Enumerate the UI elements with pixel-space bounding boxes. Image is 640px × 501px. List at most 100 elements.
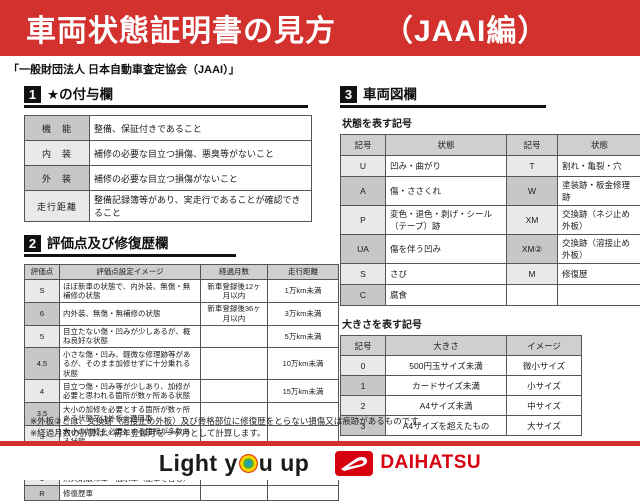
section2-header: 2 評価点及び修復歴欄 — [24, 232, 236, 257]
size-cell: カードサイズ未満 — [386, 376, 507, 396]
state-cell: 傷を伴う凹み — [386, 235, 507, 264]
state-cell: 交換跡（ネジ止め外板） — [558, 206, 640, 235]
desc-cell: 修復歴車 — [60, 486, 201, 501]
column-header: 評価点 — [25, 265, 60, 280]
state-cell: 傷・ささくれ — [386, 177, 507, 206]
state-cell: 変色・退色・剥げ・シール（テープ）跡 — [386, 206, 507, 235]
months-cell — [201, 325, 268, 348]
symbol-cell — [507, 285, 558, 306]
symbol-cell: XM — [507, 206, 558, 235]
table-row: S ほぼ新車の状態で、内外装、無傷・無補修の状態 新車登録後12ヶ月以内 1万k… — [25, 280, 339, 303]
table-row: 2 A4サイズ未満 中サイズ — [341, 396, 582, 416]
criteria-label-cell: 機 能 — [25, 116, 90, 141]
symbols-table-label: 状態を表す記号 — [342, 115, 634, 130]
table-row: UA 傷を伴う凹み XM② 交換跡（溶接止め外板） — [341, 235, 640, 264]
table-row: 走行距離 整備記録簿等があり、実走行であることが確認できること — [25, 191, 312, 222]
table-row: C 腐食 — [341, 285, 640, 306]
section1-number-badge: 1 — [24, 86, 41, 103]
column-header: 記号 — [341, 135, 386, 156]
slogan-text-left: Light y — [159, 450, 238, 477]
symbol-cell: XM② — [507, 235, 558, 264]
symbol-cell: 1 — [341, 376, 386, 396]
months-cell: 新車登録後12ヶ月以内 — [201, 280, 268, 303]
state-cell: 腐食 — [386, 285, 507, 306]
symbol-cell: UA — [341, 235, 386, 264]
criteria-label-cell: 走行距離 — [25, 191, 90, 222]
symbol-cell: T — [507, 156, 558, 177]
distance-cell — [268, 486, 339, 501]
criteria-desc-cell: 補修の必要な目立つ損傷、悪臭等がないこと — [90, 141, 312, 166]
table-row: 6 内外装、無傷・無補修の状態 新車登録後36ヶ月以内 3万km未満 — [25, 302, 339, 325]
criteria-label-cell: 内 装 — [25, 141, 90, 166]
column-header: 評価点設定イメージ — [60, 265, 201, 280]
size-table-label: 大きさを表す記号 — [342, 316, 634, 331]
months-cell: 新車登録後36ヶ月以内 — [201, 302, 268, 325]
distance-cell: 1万km未満 — [268, 280, 339, 303]
star-criteria-table: 機 能 整備、保証付きであること 内 装 補修の必要な目立つ損傷、悪臭等がないこ… — [24, 115, 312, 222]
distance-cell: 3万km未満 — [268, 302, 339, 325]
months-cell — [201, 486, 268, 501]
table-row: U 凹み・曲がり T 割れ・亀裂・穴 — [341, 156, 640, 177]
distance-cell: 15万km未満 — [268, 380, 339, 403]
daihatsu-wordmark: DAIHATSU — [380, 452, 481, 474]
symbol-cell: P — [341, 206, 386, 235]
table-row: R 修復歴車 — [25, 486, 339, 501]
table-row: 内 装 補修の必要な目立つ損傷、悪臭等がないこと — [25, 141, 312, 166]
table-row: 4 目立つ傷・凹み等が少しあり、加修が必要と思われる箇所が数ヶ所ある状態 15万… — [25, 380, 339, 403]
image-cell: 微小サイズ — [507, 356, 582, 376]
table-row: S さび M 修復歴 — [341, 264, 640, 285]
state-cell — [558, 285, 640, 306]
column-header: 記号 — [341, 336, 386, 356]
size-cell: A4サイズ未満 — [386, 396, 507, 416]
column-header: 経過月数 — [201, 265, 268, 280]
months-cell — [201, 380, 268, 403]
image-cell: 大サイズ — [507, 416, 582, 436]
table-row: 0 500円玉サイズ未満 微小サイズ — [341, 356, 582, 376]
symbol-cell: C — [341, 285, 386, 306]
score-cell: S — [25, 280, 60, 303]
desc-cell: 内外装、無傷・無補修の状態 — [60, 302, 201, 325]
column-header: 状態 — [386, 135, 507, 156]
section1-header: 1 ★の付与欄 — [24, 83, 308, 108]
table-row: A 傷・ささくれ W 塗装跡・板金修理跡 — [341, 177, 640, 206]
score-cell: 6 — [25, 302, 60, 325]
state-cell: さび — [386, 264, 507, 285]
image-cell: 中サイズ — [507, 396, 582, 416]
page-title: 車両状態証明書の見方 （JAAI編） — [0, 6, 548, 50]
months-cell — [201, 348, 268, 380]
criteria-label-cell: 外 装 — [25, 166, 90, 191]
image-cell: 小サイズ — [507, 376, 582, 396]
criteria-desc-cell: 整備、保証付きであること — [90, 116, 312, 141]
symbol-cell: 2 — [341, 396, 386, 416]
table-header-row: 記号 大きさ イメージ — [341, 336, 582, 356]
footnotes: ※外板②とは、交換跡（溶接止め外板）及び骨格部位に修復歴をとらない損傷又は痕跡が… — [30, 416, 426, 440]
section2-title: 評価点及び修復歴欄 — [47, 232, 169, 252]
table-header-row: 記号 状態 記号 状態 — [341, 135, 640, 156]
section2-number-badge: 2 — [24, 235, 41, 252]
desc-cell: 小さな傷・凹み、軽微な修理跡等があるが、そのまま加修せずに十分乗れる状態 — [60, 348, 201, 380]
table-row: 1 カードサイズ未満 小サイズ — [341, 376, 582, 396]
distance-cell: 10万km未満 — [268, 348, 339, 380]
state-cell: 塗装跡・板金修理跡 — [558, 177, 640, 206]
footnote-line: ※経過月数の計算は、初年登録月を一ヶ月として計算します。 — [30, 428, 426, 440]
slogan-text-right: u up — [259, 450, 310, 477]
criteria-desc-cell: 補修の必要な目立つ損傷がないこと — [90, 166, 312, 191]
condition-symbols-table: 記号 状態 記号 状態 U 凹み・曲がり T 割れ・亀裂・穴 A 傷・ささくれ … — [340, 134, 640, 306]
column-header: 状態 — [558, 135, 640, 156]
state-cell: 交換跡（溶接止め外板） — [558, 235, 640, 264]
column-header: 走行距離 — [268, 265, 339, 280]
table-row: 4.5 小さな傷・凹み、軽微な修理跡等があるが、そのまま加修せずに十分乗れる状態… — [25, 348, 339, 380]
organization-subtitle: 「一般財団法人 日本自動車査定協会（JAAI）」 — [8, 61, 640, 77]
desc-cell: ほぼ新車の状態で、内外装、無傷・無補修の状態 — [60, 280, 201, 303]
title-banner: 車両状態証明書の見方 （JAAI編） — [0, 0, 640, 56]
desc-cell: 目立たない傷・凹みが少しあるが、概ね良好な状態 — [60, 325, 201, 348]
daihatsu-mark-icon — [335, 451, 373, 476]
section3-header: 3 車両図欄 — [340, 83, 546, 108]
distance-cell: 5万km未満 — [268, 325, 339, 348]
daihatsu-d-icon — [339, 455, 369, 472]
light-you-up-logo: Light y u up — [159, 450, 309, 477]
section3-number-badge: 3 — [340, 86, 357, 103]
symbol-cell: W — [507, 177, 558, 206]
daihatsu-logo: DAIHATSU — [335, 451, 481, 476]
table-header-row: 評価点 評価点設定イメージ 経過月数 走行距離 — [25, 265, 339, 280]
